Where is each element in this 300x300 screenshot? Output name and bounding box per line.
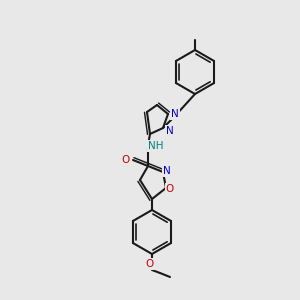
Text: N: N — [166, 126, 174, 136]
Text: O: O — [122, 155, 130, 165]
Text: NH: NH — [148, 141, 164, 151]
Text: N: N — [171, 109, 179, 119]
Text: O: O — [166, 184, 174, 194]
Text: N: N — [163, 166, 171, 176]
Text: O: O — [146, 259, 154, 269]
